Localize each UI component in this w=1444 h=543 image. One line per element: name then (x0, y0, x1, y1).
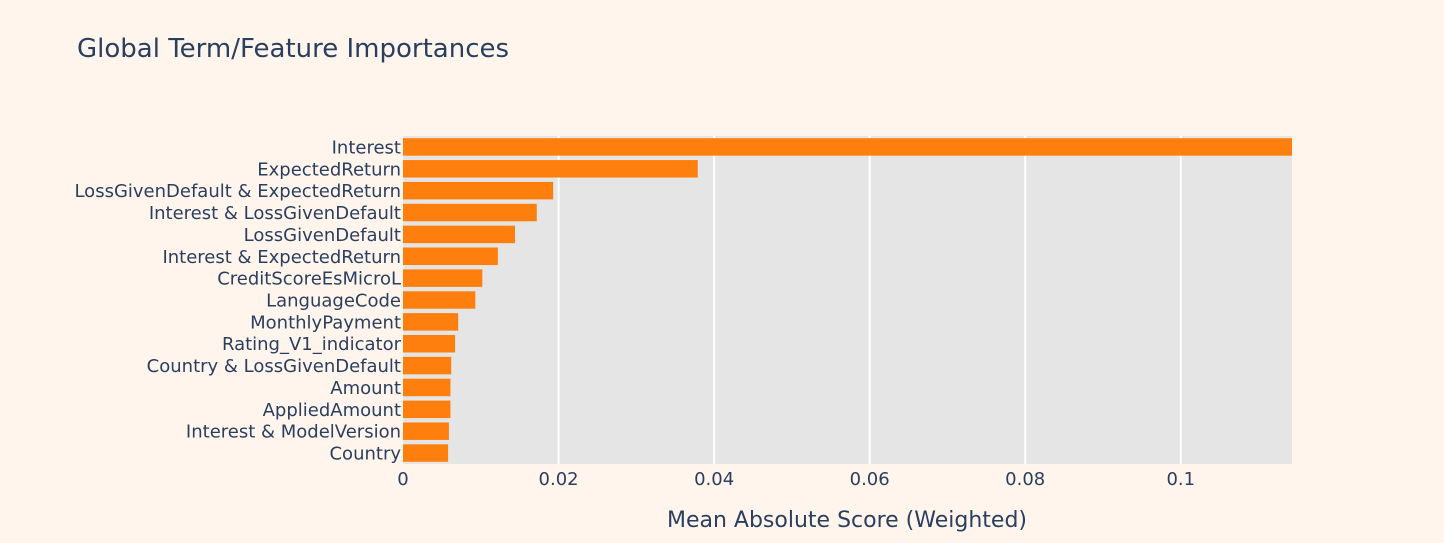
bars (403, 138, 1292, 462)
bar (403, 247, 498, 266)
x-tick-labels: 0 0.02 0.04 0.06 0.08 0.1 (397, 469, 1195, 490)
bar (403, 225, 515, 244)
bar (403, 334, 456, 353)
bar (403, 269, 483, 287)
category-label: CreditScoreEsMicroL (217, 269, 401, 290)
x-tick-label: 0 (397, 469, 408, 490)
category-label: Interest & ModelVersion (186, 422, 401, 443)
bar (403, 313, 459, 331)
category-label: LossGivenDefault & ExpectedReturn (74, 181, 401, 202)
chart-title: Global Term/Feature Importances (77, 34, 509, 64)
category-label: Interest & LossGivenDefault (149, 203, 401, 224)
category-label: MonthlyPayment (250, 312, 401, 333)
bar (403, 291, 476, 309)
category-label: Interest (332, 137, 401, 158)
category-label: Country & LossGivenDefault (147, 356, 401, 377)
category-label: Country (329, 444, 401, 465)
bar (403, 400, 451, 419)
x-tick-label: 0.04 (694, 469, 734, 490)
bar (403, 160, 698, 178)
bar (403, 444, 449, 462)
category-label: ExpectedReturn (257, 159, 401, 180)
bar (403, 356, 452, 375)
category-label: AppliedAmount (263, 400, 401, 421)
category-label: Amount (330, 378, 401, 399)
category-label: LossGivenDefault (244, 225, 401, 246)
bar (403, 422, 449, 440)
category-label: Interest & ExpectedReturn (162, 247, 401, 268)
x-tick-label: 0.06 (850, 469, 890, 490)
x-axis-title: Mean Absolute Score (Weighted) (667, 508, 1027, 533)
category-label: LanguageCode (266, 291, 401, 312)
category-label: Rating_V1_indicator (222, 334, 402, 355)
bar (403, 181, 554, 200)
bar (403, 203, 537, 222)
bar (403, 378, 451, 397)
x-tick-label: 0.08 (1005, 469, 1045, 490)
x-tick-label: 0.02 (539, 469, 579, 490)
gridlines (557, 136, 1182, 464)
bar (403, 138, 1292, 156)
x-tick-label: 0.1 (1166, 469, 1195, 490)
